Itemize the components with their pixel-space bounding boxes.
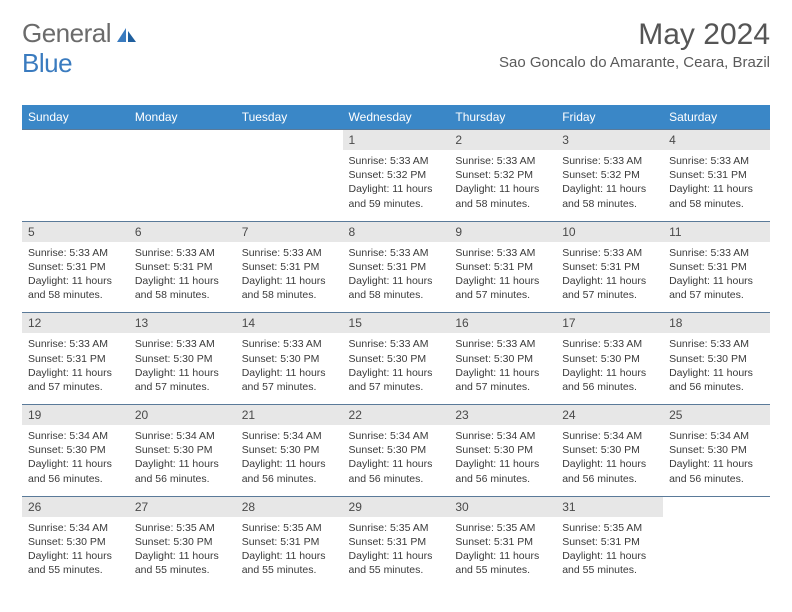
day-detail-cell: Sunrise: 5:33 AM Sunset: 5:31 PM Dayligh… [663, 242, 770, 313]
day-number-cell: 31 [556, 496, 663, 517]
day-number-cell [236, 130, 343, 151]
detail-row: Sunrise: 5:34 AM Sunset: 5:30 PM Dayligh… [22, 425, 770, 496]
day-number-cell: 24 [556, 405, 663, 426]
day-detail-cell: Sunrise: 5:33 AM Sunset: 5:30 PM Dayligh… [663, 333, 770, 404]
calendar-body: 1234Sunrise: 5:33 AM Sunset: 5:32 PM Day… [22, 130, 770, 588]
day-number-cell: 15 [343, 313, 450, 334]
day-detail-cell: Sunrise: 5:35 AM Sunset: 5:31 PM Dayligh… [449, 517, 556, 588]
day-detail-cell: Sunrise: 5:33 AM Sunset: 5:32 PM Dayligh… [556, 150, 663, 221]
day-detail-cell: Sunrise: 5:34 AM Sunset: 5:30 PM Dayligh… [129, 425, 236, 496]
day-number-cell: 19 [22, 405, 129, 426]
day-detail-cell [22, 150, 129, 221]
day-number-cell [22, 130, 129, 151]
logo-text-general: General [22, 18, 111, 49]
dow-tuesday: Tuesday [236, 105, 343, 130]
calendar-table: Sunday Monday Tuesday Wednesday Thursday… [22, 105, 770, 587]
logo-text-blue: Blue [22, 48, 72, 79]
day-number-cell: 25 [663, 405, 770, 426]
day-number-cell: 3 [556, 130, 663, 151]
day-detail-cell: Sunrise: 5:35 AM Sunset: 5:31 PM Dayligh… [343, 517, 450, 588]
day-detail-cell: Sunrise: 5:34 AM Sunset: 5:30 PM Dayligh… [663, 425, 770, 496]
day-number-cell: 7 [236, 221, 343, 242]
day-number-cell: 12 [22, 313, 129, 334]
day-number-cell: 14 [236, 313, 343, 334]
day-number-cell: 17 [556, 313, 663, 334]
day-number-cell: 11 [663, 221, 770, 242]
detail-row: Sunrise: 5:34 AM Sunset: 5:30 PM Dayligh… [22, 517, 770, 588]
day-number-cell: 18 [663, 313, 770, 334]
logo-sail-icon [115, 26, 137, 44]
dow-sunday: Sunday [22, 105, 129, 130]
day-number-cell: 9 [449, 221, 556, 242]
day-detail-cell: Sunrise: 5:35 AM Sunset: 5:31 PM Dayligh… [236, 517, 343, 588]
dow-monday: Monday [129, 105, 236, 130]
day-number-cell: 26 [22, 496, 129, 517]
day-number-cell: 16 [449, 313, 556, 334]
day-number-cell: 6 [129, 221, 236, 242]
day-detail-cell: Sunrise: 5:33 AM Sunset: 5:32 PM Dayligh… [343, 150, 450, 221]
day-number-cell: 29 [343, 496, 450, 517]
day-detail-cell [236, 150, 343, 221]
day-number-cell [663, 496, 770, 517]
daynum-row: 262728293031 [22, 496, 770, 517]
logo: General [22, 18, 139, 49]
month-title: May 2024 [499, 18, 770, 52]
day-number-cell: 5 [22, 221, 129, 242]
day-number-cell: 22 [343, 405, 450, 426]
day-detail-cell: Sunrise: 5:33 AM Sunset: 5:31 PM Dayligh… [343, 242, 450, 313]
daynum-row: 1234 [22, 130, 770, 151]
dow-thursday: Thursday [449, 105, 556, 130]
day-number-cell: 4 [663, 130, 770, 151]
day-detail-cell: Sunrise: 5:33 AM Sunset: 5:31 PM Dayligh… [22, 333, 129, 404]
day-number-cell: 13 [129, 313, 236, 334]
day-detail-cell [663, 517, 770, 588]
day-detail-cell: Sunrise: 5:33 AM Sunset: 5:31 PM Dayligh… [129, 242, 236, 313]
day-detail-cell: Sunrise: 5:33 AM Sunset: 5:31 PM Dayligh… [663, 150, 770, 221]
location-text: Sao Goncalo do Amarante, Ceara, Brazil [499, 54, 770, 71]
day-detail-cell: Sunrise: 5:33 AM Sunset: 5:31 PM Dayligh… [556, 242, 663, 313]
header: General May 2024 Sao Goncalo do Amarante… [22, 18, 770, 71]
day-detail-cell: Sunrise: 5:33 AM Sunset: 5:31 PM Dayligh… [236, 242, 343, 313]
day-number-cell: 27 [129, 496, 236, 517]
day-number-cell: 20 [129, 405, 236, 426]
daynum-row: 567891011 [22, 221, 770, 242]
day-detail-cell: Sunrise: 5:33 AM Sunset: 5:30 PM Dayligh… [343, 333, 450, 404]
detail-row: Sunrise: 5:33 AM Sunset: 5:31 PM Dayligh… [22, 242, 770, 313]
day-detail-cell: Sunrise: 5:34 AM Sunset: 5:30 PM Dayligh… [343, 425, 450, 496]
day-number-cell: 1 [343, 130, 450, 151]
daynum-row: 12131415161718 [22, 313, 770, 334]
day-number-cell: 23 [449, 405, 556, 426]
title-block: May 2024 Sao Goncalo do Amarante, Ceara,… [499, 18, 770, 71]
day-detail-cell: Sunrise: 5:33 AM Sunset: 5:31 PM Dayligh… [22, 242, 129, 313]
day-detail-cell: Sunrise: 5:34 AM Sunset: 5:30 PM Dayligh… [22, 517, 129, 588]
day-number-cell: 2 [449, 130, 556, 151]
day-of-week-row: Sunday Monday Tuesday Wednesday Thursday… [22, 105, 770, 130]
dow-friday: Friday [556, 105, 663, 130]
day-number-cell [129, 130, 236, 151]
detail-row: Sunrise: 5:33 AM Sunset: 5:31 PM Dayligh… [22, 333, 770, 404]
day-number-cell: 30 [449, 496, 556, 517]
dow-wednesday: Wednesday [343, 105, 450, 130]
day-detail-cell: Sunrise: 5:33 AM Sunset: 5:30 PM Dayligh… [129, 333, 236, 404]
day-detail-cell [129, 150, 236, 221]
day-detail-cell: Sunrise: 5:34 AM Sunset: 5:30 PM Dayligh… [449, 425, 556, 496]
day-detail-cell: Sunrise: 5:33 AM Sunset: 5:31 PM Dayligh… [449, 242, 556, 313]
day-detail-cell: Sunrise: 5:33 AM Sunset: 5:32 PM Dayligh… [449, 150, 556, 221]
day-number-cell: 28 [236, 496, 343, 517]
day-number-cell: 10 [556, 221, 663, 242]
day-number-cell: 21 [236, 405, 343, 426]
detail-row: Sunrise: 5:33 AM Sunset: 5:32 PM Dayligh… [22, 150, 770, 221]
day-detail-cell: Sunrise: 5:34 AM Sunset: 5:30 PM Dayligh… [22, 425, 129, 496]
day-detail-cell: Sunrise: 5:33 AM Sunset: 5:30 PM Dayligh… [556, 333, 663, 404]
logo-line2: Blue [22, 48, 72, 79]
daynum-row: 19202122232425 [22, 405, 770, 426]
day-detail-cell: Sunrise: 5:33 AM Sunset: 5:30 PM Dayligh… [236, 333, 343, 404]
dow-saturday: Saturday [663, 105, 770, 130]
day-number-cell: 8 [343, 221, 450, 242]
day-detail-cell: Sunrise: 5:33 AM Sunset: 5:30 PM Dayligh… [449, 333, 556, 404]
day-detail-cell: Sunrise: 5:34 AM Sunset: 5:30 PM Dayligh… [236, 425, 343, 496]
day-detail-cell: Sunrise: 5:34 AM Sunset: 5:30 PM Dayligh… [556, 425, 663, 496]
day-detail-cell: Sunrise: 5:35 AM Sunset: 5:31 PM Dayligh… [556, 517, 663, 588]
day-detail-cell: Sunrise: 5:35 AM Sunset: 5:30 PM Dayligh… [129, 517, 236, 588]
